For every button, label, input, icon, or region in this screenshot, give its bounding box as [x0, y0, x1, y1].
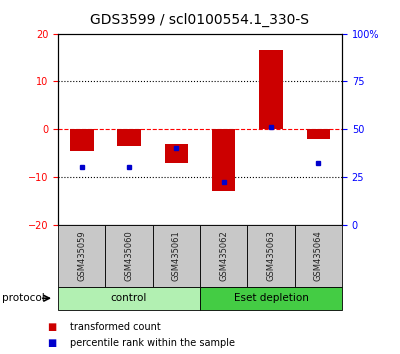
Bar [259, 50, 283, 129]
Bar [117, 129, 141, 146]
Text: percentile rank within the sample: percentile rank within the sample [70, 338, 235, 348]
Bar [306, 129, 330, 139]
Bar [212, 129, 236, 191]
Text: ■: ■ [47, 338, 57, 348]
Bar [70, 129, 94, 151]
Text: GSM435062: GSM435062 [219, 230, 228, 281]
Text: GSM435064: GSM435064 [314, 230, 323, 281]
Text: transformed count: transformed count [70, 322, 161, 332]
Text: control: control [111, 293, 147, 303]
Text: GSM435061: GSM435061 [172, 230, 181, 281]
Text: Eset depletion: Eset depletion [234, 293, 308, 303]
Text: GSM435059: GSM435059 [77, 230, 86, 281]
Text: GSM435060: GSM435060 [124, 230, 134, 281]
Text: ■: ■ [47, 322, 57, 332]
Text: GSM435063: GSM435063 [266, 230, 276, 281]
Bar [164, 143, 188, 162]
Text: GDS3599 / scl0100554.1_330-S: GDS3599 / scl0100554.1_330-S [90, 12, 310, 27]
Text: protocol: protocol [2, 293, 45, 303]
